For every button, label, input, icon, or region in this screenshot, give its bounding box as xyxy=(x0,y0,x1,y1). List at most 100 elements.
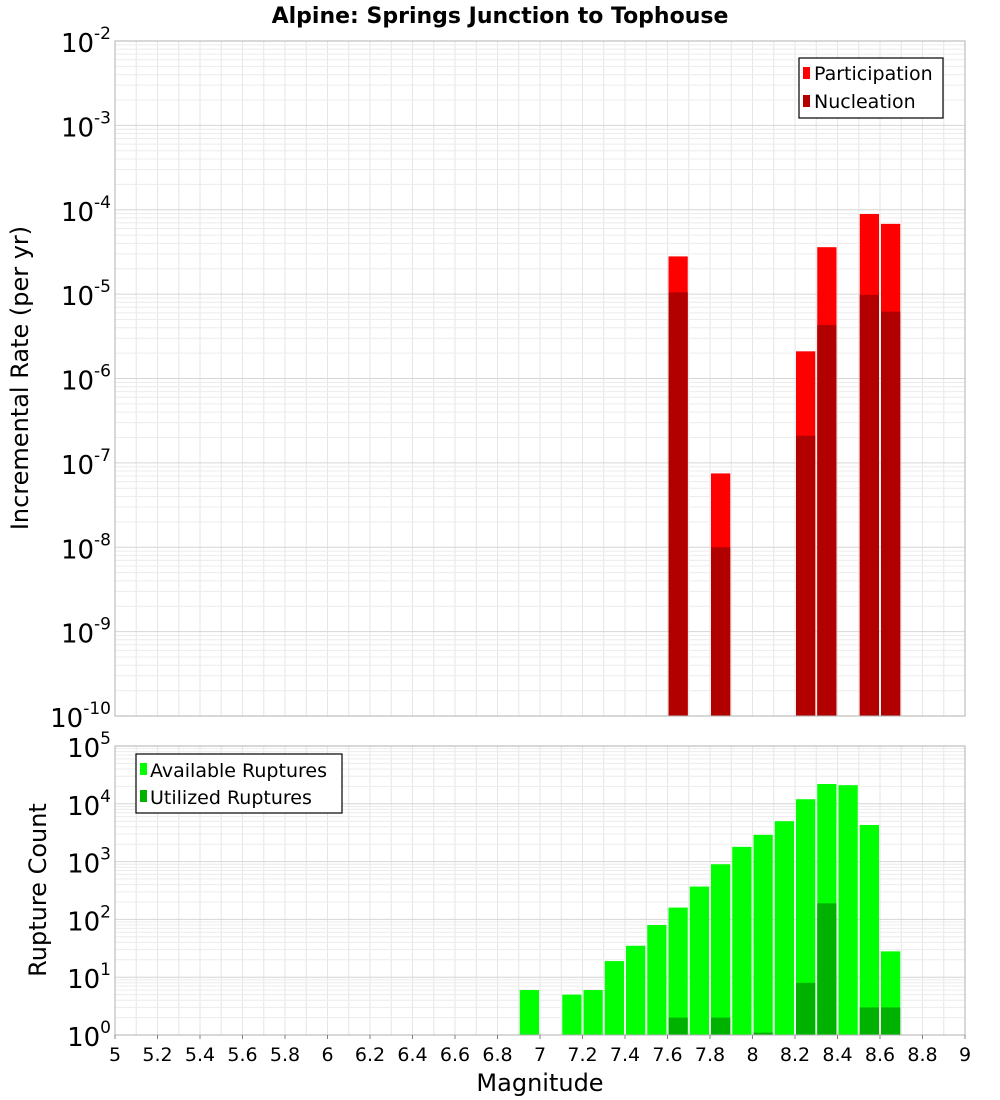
rate-y-tick-label: 10-4 xyxy=(61,193,111,228)
participation-legend-label: Participation xyxy=(814,63,933,85)
rate-y-tick-label: 10-5 xyxy=(61,277,111,312)
rate-bars xyxy=(668,214,901,717)
rate-y-tick-exponent: -6 xyxy=(94,362,111,382)
count-bar-available-ruptures xyxy=(604,961,624,1035)
nucleation-legend-label: Nucleation xyxy=(814,91,916,113)
utilized-legend-label: Utilized Ruptures xyxy=(150,787,312,809)
count-y-tick-label: 105 xyxy=(67,729,111,764)
x-tick-label: 8.4 xyxy=(822,1044,852,1066)
count-bar-utilized-ruptures xyxy=(859,1007,879,1035)
count-bar-available-ruptures xyxy=(711,864,731,1035)
count-bar-available-ruptures xyxy=(562,994,582,1035)
count-legend-box xyxy=(135,753,343,814)
participation-legend-swatch xyxy=(803,67,810,79)
x-tick-label: 6.2 xyxy=(355,1044,385,1066)
rate-y-tick-exponent: -4 xyxy=(94,193,111,213)
x-tick-label: 7.4 xyxy=(610,1044,640,1066)
count-bar-available-ruptures xyxy=(859,824,879,1035)
rate-legend-box xyxy=(798,57,944,119)
utilized-legend-swatch xyxy=(140,790,147,802)
rate-y-tick-label: 10-10 xyxy=(50,699,111,734)
x-tick-label: 6.6 xyxy=(440,1044,470,1066)
count-bar-available-ruptures xyxy=(753,834,773,1035)
count-bar-available-ruptures xyxy=(647,925,667,1035)
rate-y-tick-label: 10-9 xyxy=(61,615,111,650)
rate-bar-nucleation xyxy=(859,294,879,716)
rate-panel: 10-10 10-9 10-8 10-7 10-6 10-5 10-4 10-3 10-2 In… xyxy=(6,24,966,734)
x-tick-label: 8.6 xyxy=(865,1044,895,1066)
x-tick-label: 6.8 xyxy=(482,1044,512,1066)
count-bar-available-ruptures xyxy=(796,799,816,1035)
x-tick-label: 8.8 xyxy=(907,1044,937,1066)
count-y-tick-exponent: 0 xyxy=(100,1018,111,1038)
rate-y-tick-exponent: -7 xyxy=(94,446,111,466)
available-legend-label: Available Ruptures xyxy=(150,760,327,782)
x-tick-label: 8.2 xyxy=(780,1044,810,1066)
available-legend-swatch xyxy=(140,763,147,775)
x-tick-label: 5 xyxy=(109,1044,121,1066)
rate-y-tick-exponent: -3 xyxy=(94,108,111,128)
count-bar-utilized-ruptures xyxy=(817,903,837,1035)
x-tick-label: 9 xyxy=(959,1044,971,1066)
count-y-tick-exponent: 1 xyxy=(100,960,111,980)
rate-gridlines xyxy=(115,41,965,716)
count-y-tick-exponent: 5 xyxy=(100,729,111,749)
count-y-axis-label: Rupture Count xyxy=(24,803,52,977)
count-bars xyxy=(519,784,901,1035)
rate-y-tick-label: 10-3 xyxy=(61,108,111,143)
rate-y-tick-exponent: -2 xyxy=(94,24,111,44)
count-y-tick-label: 101 xyxy=(67,960,111,995)
x-tick-label: 8 xyxy=(746,1044,758,1066)
rate-bar-nucleation xyxy=(881,311,901,716)
count-bar-utilized-ruptures xyxy=(711,1017,731,1035)
chart-title: Alpine: Springs Junction to Tophouse xyxy=(272,4,729,29)
count-bar-available-ruptures xyxy=(583,990,603,1035)
count-bar-utilized-ruptures xyxy=(668,1017,688,1035)
rate-y-tick-label: 10-2 xyxy=(61,24,111,59)
magnitude-x-ticks: 5 5.2 5.4 5.6 5.8 6 6.2 6.4 6.6 6.8 7 7.2 7.4 7.6 7.8 8… xyxy=(109,1035,971,1066)
rate-bar-nucleation xyxy=(817,325,837,716)
count-bar-available-ruptures xyxy=(732,846,752,1035)
count-bar-available-ruptures xyxy=(689,886,709,1035)
rate-bar-nucleation xyxy=(668,292,688,716)
x-tick-label: 5.4 xyxy=(185,1044,215,1066)
x-tick-label: 7.2 xyxy=(567,1044,597,1066)
rate-bar-nucleation xyxy=(711,547,731,716)
count-y-tick-label: 104 xyxy=(67,787,111,822)
count-y-tick-exponent: 4 xyxy=(100,787,111,807)
count-bar-available-ruptures xyxy=(774,821,794,1035)
x-tick-label: 5.8 xyxy=(270,1044,300,1066)
x-tick-label: 7.6 xyxy=(652,1044,682,1066)
count-bar-utilized-ruptures xyxy=(796,982,816,1035)
rate-y-tick-label: 10-7 xyxy=(61,446,111,481)
count-bar-utilized-ruptures xyxy=(881,1007,901,1035)
x-tick-label: 7.8 xyxy=(695,1044,725,1066)
nucleation-legend-swatch xyxy=(803,95,810,107)
rate-y-tick-label: 10-8 xyxy=(61,530,111,565)
count-legend: Available Ruptures Utilized Ruptures xyxy=(135,753,343,814)
rate-y-tick-label: 10-6 xyxy=(61,362,111,397)
count-bar-utilized-ruptures xyxy=(753,1032,773,1035)
count-y-tick-label: 102 xyxy=(67,902,111,937)
count-y-tick-exponent: 2 xyxy=(100,902,111,922)
rate-plot-border xyxy=(114,40,966,717)
x-tick-label: 6.4 xyxy=(397,1044,427,1066)
x-tick-label: 5.2 xyxy=(142,1044,172,1066)
rate-legend: Participation Nucleation xyxy=(798,57,944,119)
count-bar-available-ruptures xyxy=(668,907,688,1035)
rate-y-tick-exponent: -9 xyxy=(94,615,111,635)
rate-y-tick-exponent: -5 xyxy=(94,277,111,297)
x-tick-label: 6 xyxy=(321,1044,333,1066)
rate-bar-nucleation xyxy=(796,435,816,716)
rate-y-tick-exponent: -8 xyxy=(94,530,111,550)
count-bar-available-ruptures xyxy=(626,945,646,1035)
x-tick-label: 5.6 xyxy=(227,1044,257,1066)
rate-y-tick-exponent: -10 xyxy=(83,699,111,719)
x-tick-label: 7 xyxy=(534,1044,546,1066)
count-y-tick-label: 103 xyxy=(67,845,111,880)
count-y-tick-exponent: 3 xyxy=(100,845,111,865)
count-bar-available-ruptures xyxy=(838,785,858,1035)
